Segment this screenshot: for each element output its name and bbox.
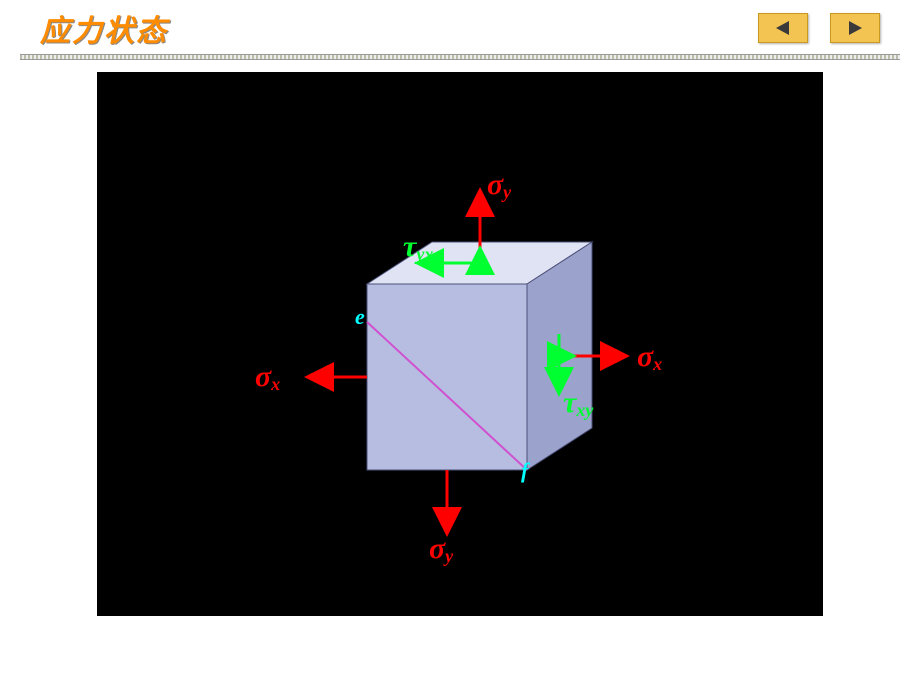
nav-buttons: [758, 13, 880, 43]
header-rule: [20, 54, 900, 60]
stress-cube-diagram: [97, 72, 823, 616]
label-sigma-x-right: σx: [637, 340, 662, 375]
prev-button[interactable]: [758, 13, 808, 43]
label-point-f: f: [521, 458, 528, 484]
label-sigma-y-top: σy: [487, 168, 511, 203]
next-button[interactable]: [830, 13, 880, 43]
label-sigma-x-left: σx: [255, 360, 280, 395]
header-bar: 应力状态: [0, 0, 920, 52]
diagram-stage: σy σy σx σx τyx τxy e f: [97, 72, 823, 616]
triangle-right-icon: [845, 19, 865, 37]
label-sigma-y-bottom: σy: [429, 532, 453, 567]
label-tau-yx: τyx: [403, 230, 433, 265]
label-point-e: e: [355, 304, 365, 330]
triangle-left-icon: [773, 19, 793, 37]
label-tau-xy: τxy: [563, 386, 593, 421]
cube-face-front: [367, 284, 527, 470]
page-title: 应力状态: [40, 6, 168, 50]
stage-wrap: σy σy σx σx τyx τxy e f: [0, 72, 920, 616]
